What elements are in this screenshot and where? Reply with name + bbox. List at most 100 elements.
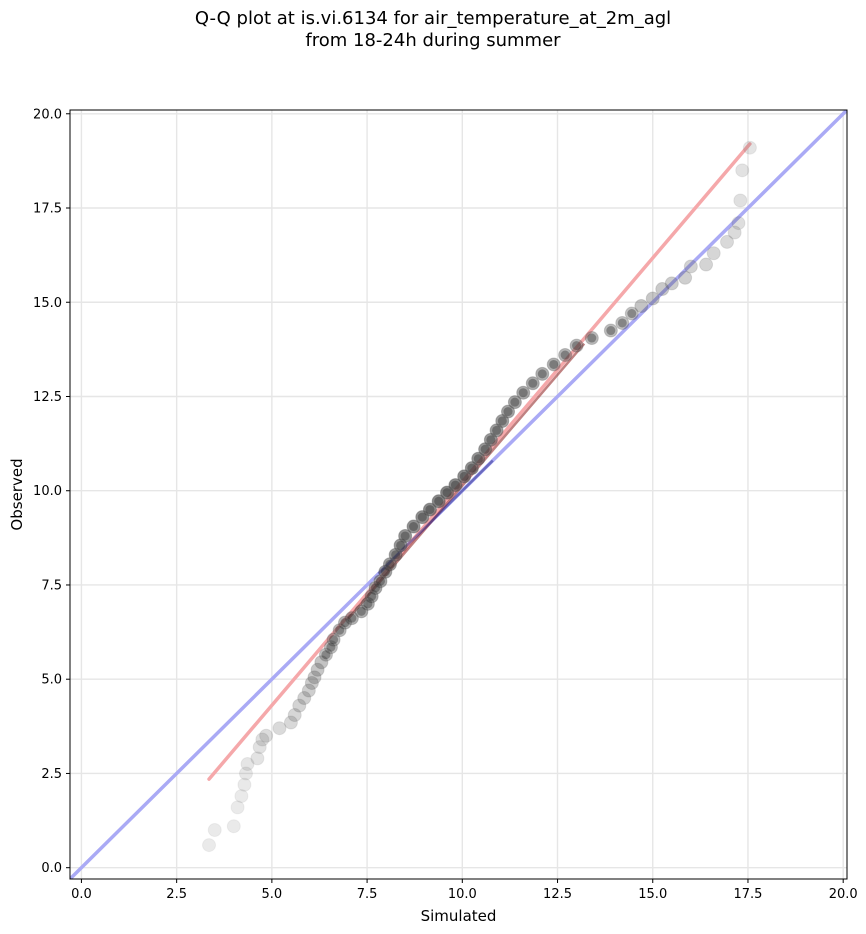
qq-point-core — [459, 471, 469, 481]
qq-point — [292, 698, 307, 713]
qq-point — [287, 708, 302, 723]
y-tick-label: 12.5 — [33, 390, 62, 405]
qq-point — [259, 728, 274, 743]
qq-point-core — [347, 613, 357, 623]
qq-point-core — [467, 463, 477, 473]
qq-point — [546, 357, 561, 372]
qq-point-core — [528, 378, 538, 388]
qq-point-core — [627, 309, 637, 319]
qq-point — [297, 691, 312, 706]
qq-point — [255, 732, 270, 747]
x-tick-label: 2.5 — [166, 887, 187, 902]
qq-point — [304, 675, 319, 690]
qq-point-core — [497, 416, 507, 426]
qq-point — [584, 331, 599, 346]
qq-point — [226, 819, 241, 834]
qq-point-core — [321, 650, 331, 660]
qq-point-core — [572, 341, 582, 351]
qq-point-core — [396, 540, 406, 550]
qq-point-core — [606, 326, 616, 336]
qq-point — [742, 140, 757, 155]
qq-point-core — [370, 583, 380, 593]
qq-point-core — [391, 550, 401, 560]
qq-point-core — [587, 333, 597, 343]
qq-point — [706, 246, 721, 261]
y-tick-label: 7.5 — [41, 578, 62, 593]
qq-point-core — [518, 388, 528, 398]
x-tick-label: 12.5 — [543, 887, 572, 902]
qq-point — [525, 376, 540, 391]
qq-point-core — [510, 397, 520, 407]
qq-point — [535, 366, 550, 381]
qq-point-core — [400, 531, 410, 541]
qq-point — [323, 640, 338, 655]
x-tick-label: 20.0 — [829, 887, 858, 902]
qq-point — [569, 338, 584, 353]
qq-point — [314, 655, 329, 670]
reference-lines — [70, 110, 847, 879]
qq-point-core — [326, 642, 336, 652]
qq-point — [301, 683, 316, 698]
qq-point-core — [375, 576, 385, 586]
qq-point — [240, 757, 255, 772]
qq-point — [406, 519, 421, 534]
qq-point — [645, 291, 660, 306]
qq-point — [431, 494, 446, 509]
qq-point — [310, 662, 325, 677]
chart-subtitle: from 18-24h during summer — [305, 30, 561, 51]
qq-point — [603, 323, 618, 338]
qq-point — [332, 623, 347, 638]
qq-point-core — [549, 359, 559, 369]
qq-point-core — [492, 425, 502, 435]
qq-point — [615, 315, 630, 330]
qq-point-core — [537, 369, 547, 379]
qq-point — [501, 404, 516, 419]
y-tick-label: 15.0 — [33, 296, 62, 311]
qq-point — [471, 451, 486, 466]
qq-point — [516, 385, 531, 400]
qq-point-core — [340, 618, 350, 628]
x-tick-label: 0.0 — [71, 887, 92, 902]
qq-point — [735, 163, 750, 178]
qq-point-core — [363, 599, 373, 609]
qq-point — [307, 670, 322, 685]
qq-point — [448, 478, 463, 493]
y-tick-label: 20.0 — [33, 107, 62, 122]
qq-point — [655, 282, 670, 297]
qq-point — [464, 461, 479, 476]
qq-point — [727, 225, 742, 240]
qq-point — [683, 259, 698, 274]
grid-lines — [70, 110, 847, 879]
x-axis-ticks: 0.0 2.5 5.0 7.5 10.0 12.5 15.0 17.5 20.0 — [71, 879, 858, 902]
qq-point — [457, 469, 472, 484]
qq-point-core — [385, 559, 395, 569]
qq-point — [234, 789, 249, 804]
plot-frame — [69, 109, 848, 880]
x-tick-label: 10.0 — [448, 887, 477, 902]
qq-point-core — [560, 350, 570, 360]
qq-point — [720, 234, 735, 249]
x-tick-label: 15.0 — [638, 887, 667, 902]
qq-point-core — [442, 488, 452, 498]
qq-point-core — [480, 444, 490, 454]
y-axis-ticks: 0.0 2.5 5.0 7.5 10.0 12.5 15.0 17.5 20.0 — [33, 107, 70, 876]
qq-point — [250, 751, 265, 766]
y-tick-label: 10.0 — [33, 484, 62, 499]
qq-point-core — [356, 606, 366, 616]
qq-point-core — [380, 567, 390, 577]
qq-point-core — [425, 505, 435, 515]
qq-point — [634, 299, 649, 314]
qq-point — [238, 766, 253, 781]
qq-point-core — [367, 591, 377, 601]
qq-point — [664, 276, 679, 291]
x-tick-label: 17.5 — [733, 887, 762, 902]
qq-point — [202, 838, 217, 853]
qq-point-core — [450, 480, 460, 490]
qq-point-core — [617, 318, 627, 328]
chart-title: Q-Q plot at is.vi.6134 for air_temperatu… — [194, 8, 672, 29]
qq-point — [507, 395, 522, 410]
qq-point — [733, 193, 748, 208]
x-tick-label: 7.5 — [357, 887, 378, 902]
qq-point — [318, 647, 333, 662]
